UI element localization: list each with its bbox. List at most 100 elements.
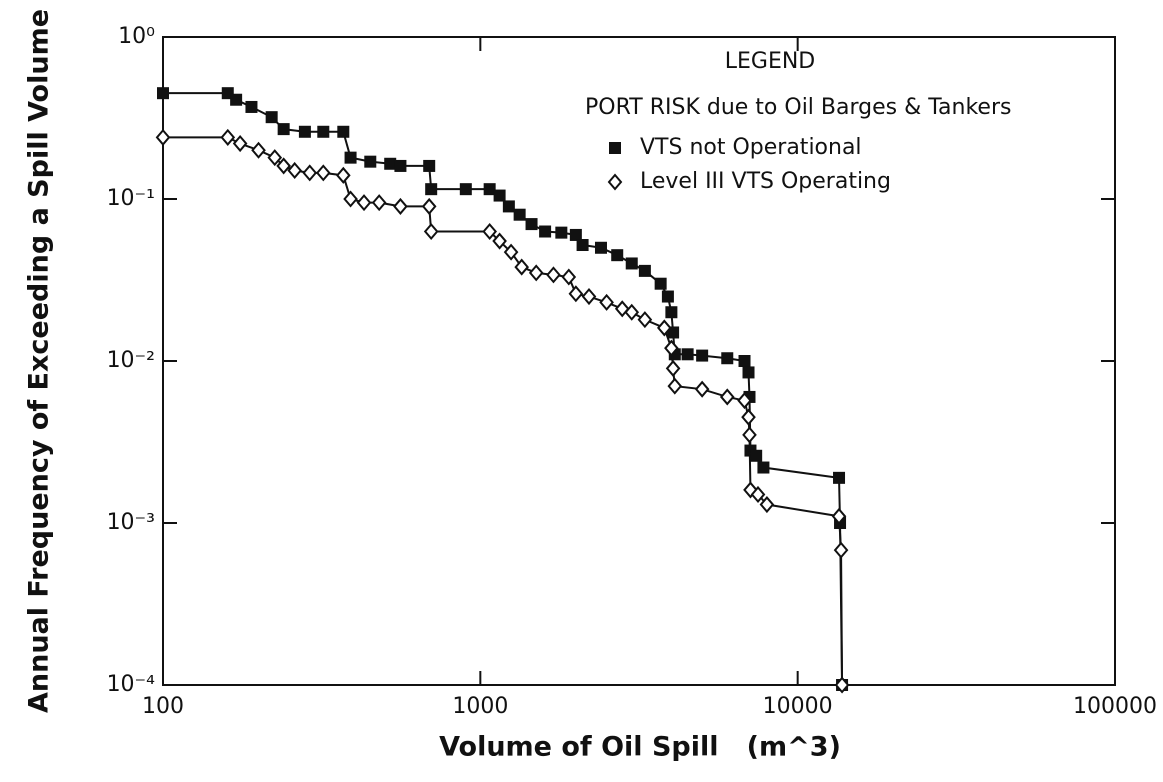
marker: [276, 157, 291, 175]
marker: [721, 352, 734, 365]
legend-subtitle: PORT RISK due to Oil Barges & Tankers: [585, 95, 1011, 120]
marker: [599, 293, 614, 311]
marker: [657, 319, 672, 337]
marker: [831, 507, 847, 525]
marker: [759, 496, 775, 514]
y-axis-label: Annual Frequency of Exceeding a Spill Vo…: [24, 9, 55, 713]
marker: [459, 183, 472, 196]
marker: [665, 306, 678, 319]
marker: [569, 228, 582, 241]
legend-title: LEGEND: [725, 49, 816, 74]
marker: [298, 125, 311, 138]
marker: [576, 239, 589, 252]
marker: [561, 268, 577, 286]
marker: [493, 189, 506, 202]
marker: [528, 264, 544, 282]
marker: [581, 287, 597, 306]
marker: [502, 200, 515, 213]
marker: [371, 194, 387, 212]
marker: [337, 125, 350, 138]
legend-label: Level III VTS Operating: [640, 169, 891, 194]
marker: [335, 166, 351, 184]
marker: [665, 359, 681, 377]
marker: [503, 243, 519, 261]
marker: [423, 222, 439, 241]
series-line: [163, 136, 844, 686]
marker: [667, 377, 683, 395]
marker: [245, 100, 258, 113]
marker: [637, 311, 653, 329]
marker: [624, 303, 640, 321]
marker: [482, 222, 497, 241]
marker: [757, 461, 770, 474]
marker: [514, 258, 530, 276]
marker: [267, 149, 283, 167]
marker: [738, 355, 751, 367]
marker: [594, 241, 607, 254]
marker: [384, 157, 397, 170]
marker: [394, 159, 407, 172]
x-tick-label: 100: [142, 694, 184, 719]
y-tick-label: 10⁻²: [107, 348, 155, 373]
y-tick-label: 10⁻¹: [107, 186, 155, 211]
marker: [719, 388, 735, 406]
marker: [251, 141, 266, 159]
x-tick-label: 100000: [1073, 694, 1157, 719]
legend-marker: [607, 173, 623, 191]
marker: [743, 481, 758, 499]
marker: [625, 257, 638, 270]
marker: [317, 125, 330, 138]
marker: [287, 161, 303, 180]
marker: [344, 151, 357, 164]
marker: [750, 485, 766, 504]
marker: [741, 408, 756, 426]
x-axis-label: Volume of Oil Spill (m^3): [439, 732, 841, 763]
marker: [555, 226, 568, 239]
marker: [393, 197, 408, 215]
marker: [696, 349, 709, 362]
marker: [742, 366, 755, 379]
marker: [742, 426, 757, 444]
y-tick-label: 10⁰: [118, 24, 155, 49]
marker: [483, 183, 496, 196]
marker: [315, 164, 331, 182]
marker: [492, 232, 507, 250]
marker: [661, 290, 674, 303]
marker: [834, 676, 850, 694]
marker: [638, 264, 651, 277]
marker: [525, 218, 538, 231]
legend-label: VTS not Operational: [640, 135, 862, 160]
marker: [220, 128, 236, 146]
marker: [568, 285, 584, 303]
marker: [694, 380, 710, 398]
marker: [750, 449, 763, 462]
marker: [546, 266, 561, 284]
marker: [265, 111, 278, 124]
marker: [539, 225, 552, 238]
marker: [356, 194, 372, 212]
marker: [833, 471, 846, 484]
marker: [737, 392, 752, 410]
marker: [654, 277, 667, 290]
marker: [155, 128, 171, 146]
marker: [681, 348, 694, 361]
marker: [423, 159, 436, 172]
y-tick-label: 10⁻³: [107, 510, 155, 535]
marker: [833, 541, 849, 559]
marker: [664, 339, 679, 357]
marker: [232, 134, 248, 153]
marker: [513, 208, 526, 221]
marker: [277, 123, 290, 136]
marker: [421, 197, 437, 215]
marker: [157, 87, 169, 100]
marker: [302, 164, 318, 182]
legend-marker: [609, 142, 621, 154]
marker: [343, 190, 358, 208]
x-tick-label: 1000: [452, 694, 508, 719]
marker: [614, 300, 630, 318]
y-tick-label: 10⁻⁴: [107, 672, 156, 697]
marker: [230, 93, 243, 106]
marker: [364, 155, 377, 168]
marker: [425, 183, 438, 196]
